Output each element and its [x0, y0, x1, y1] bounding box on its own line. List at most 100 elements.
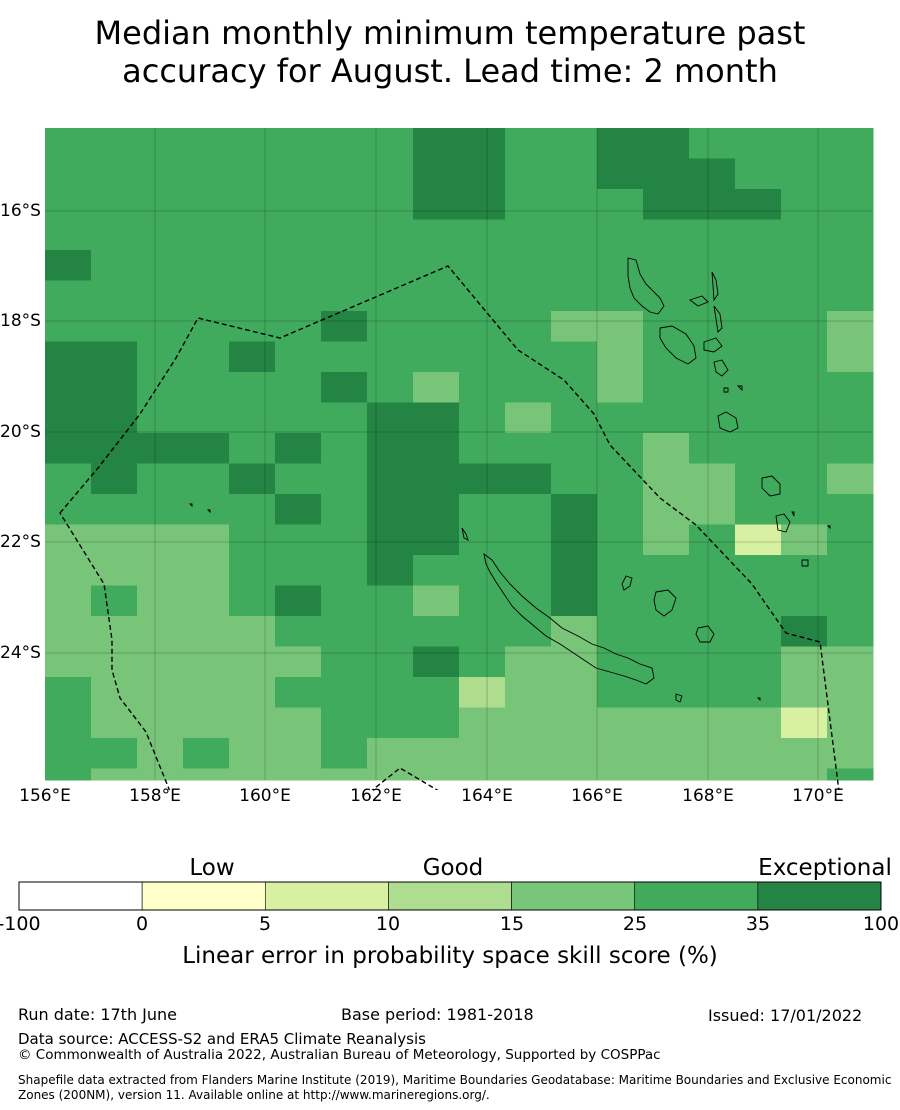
skill-cell	[597, 585, 644, 617]
skill-grid-cells	[45, 128, 874, 781]
skill-cell	[413, 616, 460, 647]
small-island-5	[188, 503, 193, 508]
skill-cell	[91, 128, 138, 159]
skill-cell	[459, 128, 506, 159]
title-line-1: Median monthly minimum temperature past	[94, 14, 806, 52]
vanuatu-malekula	[659, 325, 697, 365]
skill-cell	[321, 372, 368, 403]
colorbar-tick-5: 5	[258, 913, 272, 935]
colorbar-outline	[18, 881, 882, 911]
skill-cell	[367, 585, 414, 617]
skill-cell	[413, 494, 460, 525]
skill-cell	[735, 616, 782, 647]
skill-cell	[45, 616, 92, 647]
skill-cell	[229, 616, 276, 647]
skill-cell	[643, 158, 690, 190]
skill-cell	[91, 433, 138, 464]
skill-cell	[781, 158, 828, 190]
skill-cell	[367, 555, 414, 586]
skill-cell	[137, 433, 184, 464]
skill-cell	[505, 738, 552, 769]
skill-cell	[459, 494, 506, 525]
skill-cell	[735, 555, 782, 586]
skill-cell	[275, 341, 322, 373]
skill-cell	[367, 280, 414, 312]
vanuatu-epi	[713, 359, 729, 377]
skill-cell	[597, 311, 644, 342]
skill-cell	[551, 768, 598, 781]
skill-cell	[321, 280, 368, 312]
skill-cell	[551, 738, 598, 769]
skill-cell	[643, 280, 690, 312]
skill-cell	[735, 189, 782, 220]
skill-cell	[229, 494, 276, 525]
skill-cell	[459, 646, 506, 678]
skill-cell	[689, 402, 736, 434]
skill-cell	[367, 402, 414, 434]
skill-cell	[91, 768, 138, 781]
skill-cell	[367, 341, 414, 373]
skill-cell	[321, 189, 368, 220]
skill-cell	[91, 738, 138, 769]
skill-cell	[827, 433, 874, 464]
skill-cell	[551, 311, 598, 342]
skill-cell	[505, 189, 552, 220]
vanuatu-tanna	[775, 513, 791, 533]
vanuatu-efate	[717, 411, 739, 433]
x-tick-162: 162°E	[350, 786, 402, 806]
skill-cell	[137, 555, 184, 586]
vanuatu-maewo	[711, 271, 719, 302]
skill-cell	[321, 555, 368, 586]
skill-cell	[321, 768, 368, 781]
skill-cell	[91, 311, 138, 342]
skill-cell	[321, 250, 368, 281]
y-tick-18s: 18°S	[0, 311, 41, 331]
copyright-notice: © Commonwealth of Australia 2022, Austra…	[18, 1047, 661, 1063]
skill-cell	[367, 738, 414, 769]
skill-cell	[459, 402, 506, 434]
skill-cell	[781, 585, 828, 617]
skill-cell	[275, 128, 322, 159]
skill-cell	[229, 677, 276, 708]
skill-cell	[505, 463, 552, 495]
skill-cell	[45, 189, 92, 220]
skill-cell	[91, 524, 138, 556]
skill-cell	[781, 768, 828, 781]
skill-cell	[781, 616, 828, 647]
skill-cell	[45, 494, 92, 525]
skill-cell	[643, 189, 690, 220]
skill-cell	[367, 433, 414, 464]
skill-cell	[275, 311, 322, 342]
skill-cell	[643, 433, 690, 464]
vanuatu-pentecost	[713, 305, 723, 333]
skill-cell	[827, 677, 874, 708]
skill-cell	[827, 707, 874, 739]
x-tick-160: 160°E	[239, 786, 291, 806]
skill-cell	[91, 402, 138, 434]
skill-cell	[735, 372, 782, 403]
skill-cell	[459, 463, 506, 495]
skill-cell	[505, 311, 552, 342]
colorbar-swatch	[634, 881, 759, 911]
skill-cell	[505, 768, 552, 781]
skill-cell	[413, 158, 460, 190]
skill-cell	[689, 280, 736, 312]
skill-cell	[505, 433, 552, 464]
skill-cell	[229, 219, 276, 251]
skill-cell	[367, 128, 414, 159]
skill-cell	[275, 555, 322, 586]
skill-cell	[183, 280, 230, 312]
skill-cell	[91, 494, 138, 525]
skill-cell	[735, 250, 782, 281]
skill-cell	[413, 646, 460, 678]
skill-cell	[459, 677, 506, 708]
skill-cell	[321, 738, 368, 769]
skill-cell	[597, 372, 644, 403]
skill-cell	[413, 524, 460, 556]
skill-cell	[413, 219, 460, 251]
skill-cell	[413, 677, 460, 708]
skill-cell	[781, 463, 828, 495]
skill-cell	[551, 707, 598, 739]
skill-cell	[781, 738, 828, 769]
skill-cell	[735, 677, 782, 708]
